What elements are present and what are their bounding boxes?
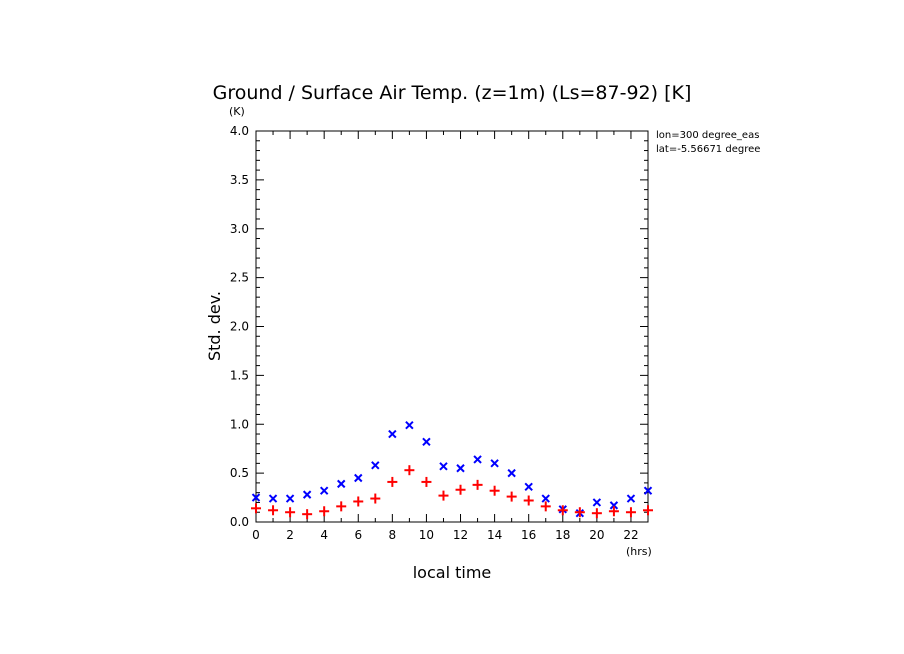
x-marker-point: [490, 459, 499, 468]
x-tick-label: 12: [453, 528, 468, 542]
x-tick-label: 14: [487, 528, 502, 542]
plus-marker-point: [370, 493, 381, 504]
plus-marker-point: [336, 501, 347, 512]
data-markers: [251, 421, 653, 520]
x-tick-label: 4: [320, 528, 328, 542]
y-tick-label: 1.5: [230, 368, 249, 382]
x-tick-label: 0: [252, 528, 260, 542]
x-marker-point: [422, 437, 431, 447]
x-tick-label: 2: [286, 528, 294, 542]
annotation-lon: lon=300 degree_eas: [656, 130, 759, 141]
plus-marker-point: [285, 507, 296, 518]
x-marker-point: [592, 498, 602, 507]
x-tick-label: 10: [419, 528, 434, 542]
x-tick-label: 8: [389, 528, 397, 542]
x-marker-point: [643, 486, 653, 495]
x-marker-point: [524, 482, 533, 492]
tick-marks: [255, 130, 649, 523]
x-axis-label: local time: [413, 563, 492, 582]
plus-marker-point: [523, 495, 534, 506]
plus-marker-point: [353, 496, 364, 507]
x-marker-point: [507, 468, 516, 478]
plus-marker-point: [268, 505, 279, 516]
y-tick-label: 0.5: [230, 466, 249, 480]
x-tick-label: 22: [623, 528, 638, 542]
plus-marker-point: [540, 501, 551, 512]
plus-marker-point: [251, 503, 261, 514]
x-marker-point: [268, 494, 278, 503]
x-marker-point: [439, 462, 448, 471]
y-tick-label: 3.0: [230, 222, 249, 236]
plus-marker-point: [421, 476, 432, 487]
x-marker-point: [609, 501, 619, 510]
x-marker-point: [473, 455, 482, 464]
y-tick-label: 3.5: [230, 173, 249, 187]
axes: [255, 130, 649, 523]
y-tick-label: 0.0: [230, 515, 249, 529]
chart-title: Ground / Surface Air Temp. (z=1m) (Ls=87…: [213, 82, 692, 104]
x-marker-point: [319, 486, 329, 495]
plus-marker-point: [574, 507, 585, 518]
x-marker-point: [302, 490, 312, 499]
plus-marker-point: [472, 479, 483, 490]
tick-labels: 0 2 4 6 8 10 12 14 16 18 20 22 0.0 0.5 1.0 1.5 2.0 2.5 3.0…: [230, 124, 639, 542]
y-tick-label: 4.0: [230, 124, 249, 138]
plus-marker-point: [625, 507, 636, 518]
annotation-lat: lat=-5.56671 degree: [656, 144, 760, 155]
y-tick-label: 1.0: [230, 417, 249, 431]
x-marker-point: [405, 421, 414, 430]
plus-marker-point: [455, 484, 466, 495]
y-axis-label: Std. dev.: [205, 291, 224, 361]
plus-marker-point: [643, 505, 653, 516]
plus-marker-point: [387, 476, 398, 487]
plus-marker-point: [438, 490, 449, 501]
x-marker-point: [337, 479, 346, 489]
x-marker-point: [371, 461, 380, 470]
plus-marker-point: [302, 509, 313, 520]
x-tick-label: 16: [521, 528, 536, 542]
x-marker-point: [456, 464, 465, 473]
y-unit-label: (K): [229, 105, 245, 118]
plus-marker-point: [506, 491, 517, 502]
x-marker-point: [285, 494, 295, 503]
x-tick-label: 6: [354, 528, 362, 542]
x-marker-point: [541, 494, 550, 503]
y-tick-label: 2.0: [230, 320, 249, 334]
plus-marker-point: [489, 485, 500, 496]
plus-marker-point: [404, 465, 415, 476]
x-tick-label: 20: [589, 528, 604, 542]
x-marker-point: [626, 494, 636, 503]
x-tick-label: 18: [555, 528, 570, 542]
x-marker-point: [388, 429, 397, 439]
y-tick-label: 2.5: [230, 271, 249, 285]
plot-frame: [255, 130, 649, 523]
plus-marker-point: [591, 508, 602, 519]
x-marker-point: [251, 493, 261, 502]
plus-marker-point: [608, 506, 619, 517]
x-unit-label: (hrs): [626, 545, 652, 558]
x-marker-point: [354, 473, 363, 483]
plus-marker-point: [557, 505, 568, 516]
plus-marker-point: [319, 506, 330, 517]
